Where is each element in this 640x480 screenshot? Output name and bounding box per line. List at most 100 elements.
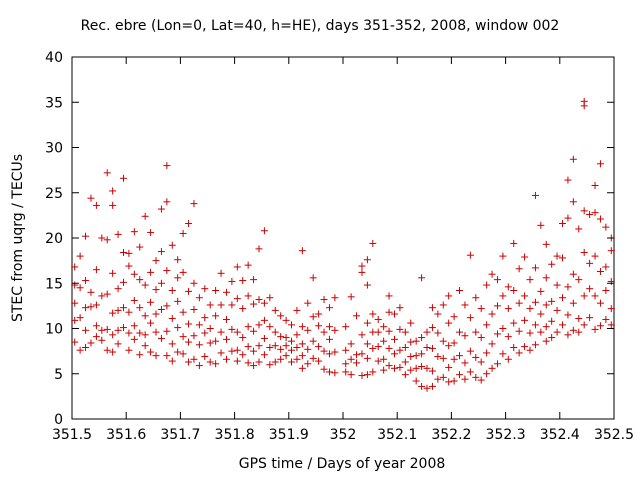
data-point xyxy=(201,285,209,293)
data-point xyxy=(190,355,198,363)
data-point xyxy=(401,371,409,379)
data-point xyxy=(331,294,339,302)
data-point xyxy=(428,382,436,390)
x-tick-label: 352 xyxy=(330,427,357,443)
data-point xyxy=(342,323,350,331)
y-tick-label: 25 xyxy=(45,186,63,202)
data-point xyxy=(390,310,398,318)
data-point xyxy=(434,375,442,383)
data-point xyxy=(250,300,258,308)
data-point xyxy=(250,362,258,370)
data-point xyxy=(98,292,106,300)
data-point xyxy=(418,274,426,282)
data-point xyxy=(325,323,333,331)
data-point xyxy=(418,350,426,358)
data-point xyxy=(553,306,561,314)
data-point xyxy=(244,359,252,367)
x-tick-label: 351.6 xyxy=(106,427,146,443)
data-point xyxy=(130,296,138,304)
data-point xyxy=(304,360,312,368)
data-point xyxy=(580,321,588,329)
data-point xyxy=(76,346,84,354)
data-point xyxy=(542,323,550,331)
data-point xyxy=(548,317,556,325)
data-point xyxy=(456,286,464,294)
data-point xyxy=(244,261,252,269)
data-point xyxy=(342,346,350,354)
data-point xyxy=(298,247,306,255)
data-point xyxy=(483,321,491,329)
data-point xyxy=(168,286,176,294)
data-point xyxy=(347,355,355,363)
data-point xyxy=(607,305,615,313)
x-tick-label: 351.7 xyxy=(160,427,200,443)
data-point xyxy=(515,349,523,357)
data-point xyxy=(461,375,469,383)
data-point xyxy=(304,299,312,307)
data-point xyxy=(418,334,426,342)
data-point xyxy=(325,350,333,358)
data-point xyxy=(76,252,84,260)
data-point xyxy=(130,270,138,278)
data-point xyxy=(542,274,550,282)
data-point xyxy=(266,344,274,352)
data-point xyxy=(548,334,556,342)
data-point xyxy=(580,207,588,215)
data-point xyxy=(412,364,420,372)
data-point xyxy=(125,262,133,270)
data-point xyxy=(195,362,203,370)
data-point xyxy=(374,343,382,351)
data-point xyxy=(542,240,550,248)
data-point xyxy=(190,305,198,313)
data-point xyxy=(331,369,339,377)
data-point xyxy=(82,304,90,312)
data-point xyxy=(92,201,100,209)
data-point xyxy=(233,357,241,365)
y-tick-label: 0 xyxy=(54,412,63,428)
x-tick-label: 352.3 xyxy=(486,427,526,443)
data-point xyxy=(250,276,258,284)
data-point xyxy=(363,354,371,362)
x-tick-label: 352.1 xyxy=(377,427,417,443)
data-point xyxy=(255,296,263,304)
data-point xyxy=(418,363,426,371)
data-point xyxy=(586,314,594,322)
data-point xyxy=(119,304,127,312)
data-point xyxy=(130,228,138,236)
data-point xyxy=(434,353,442,361)
data-point xyxy=(201,314,209,322)
data-point xyxy=(586,210,594,218)
data-point xyxy=(488,310,496,318)
data-point xyxy=(260,227,268,235)
data-point xyxy=(607,321,615,329)
data-point xyxy=(141,212,149,220)
data-point xyxy=(152,286,160,294)
data-point xyxy=(212,312,220,320)
data-point xyxy=(385,292,393,300)
y-tick-label: 5 xyxy=(54,367,63,383)
data-point xyxy=(548,297,556,305)
data-point xyxy=(244,323,252,331)
data-point xyxy=(531,264,539,272)
data-point xyxy=(293,306,301,314)
data-point xyxy=(466,314,474,322)
data-point xyxy=(288,358,296,366)
data-point xyxy=(407,353,415,361)
data-point xyxy=(407,319,415,327)
data-point xyxy=(396,346,404,354)
data-point xyxy=(277,355,285,363)
data-point xyxy=(380,323,388,331)
data-point xyxy=(174,297,182,305)
data-point xyxy=(174,256,182,264)
data-point xyxy=(233,263,241,271)
data-point xyxy=(277,333,285,341)
data-point xyxy=(493,276,501,284)
data-point xyxy=(548,260,556,268)
data-point xyxy=(358,268,366,276)
data-point xyxy=(564,176,572,184)
data-point xyxy=(320,347,328,355)
data-point xyxy=(466,368,474,376)
data-point xyxy=(114,285,122,293)
data-point xyxy=(499,350,507,358)
data-point xyxy=(412,352,420,360)
